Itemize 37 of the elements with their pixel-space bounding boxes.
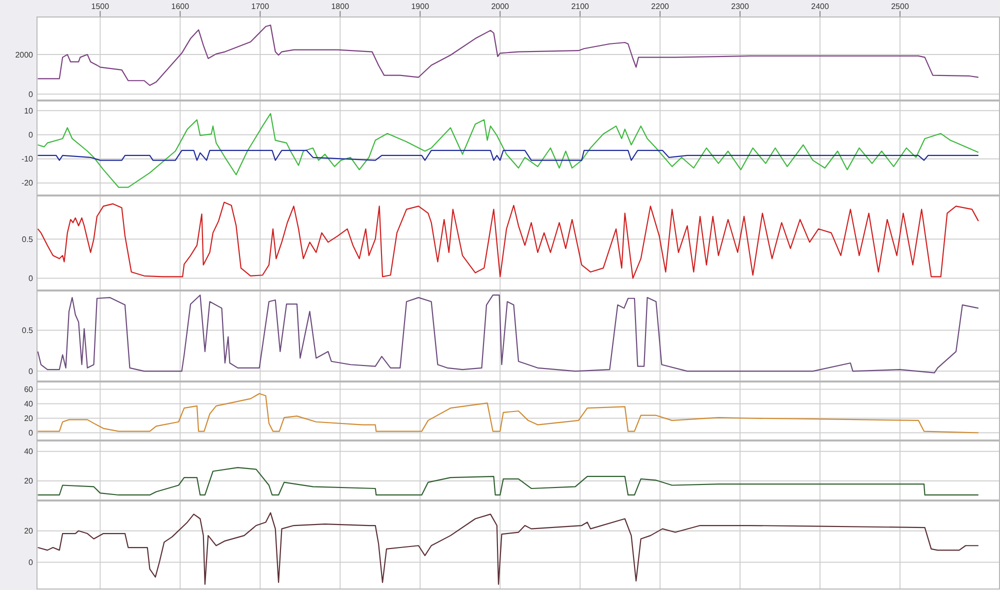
x-tick-label: 1800 (331, 2, 350, 11)
line-series (37, 512, 979, 585)
x-tick-label: 2000 (491, 2, 510, 11)
y-tick-label: 0 (28, 558, 34, 568)
x-tick-label: 2500 (891, 2, 910, 11)
y-tick-label: 20 (24, 476, 34, 486)
line-series (37, 294, 979, 374)
y-tick-label: 2000 (15, 50, 34, 60)
y-tick-label: 20 (24, 414, 34, 424)
y-tick-label: 0.5 (22, 234, 34, 244)
x-tick-label: 2400 (811, 2, 830, 11)
line-series (37, 393, 979, 434)
y-tick-label: 40 (24, 447, 34, 456)
x-tick-label: 1700 (251, 2, 270, 11)
y-tick-label: 20 (24, 526, 34, 536)
y-tick-label: 60 (24, 385, 34, 394)
y-tick-label: 0 (28, 90, 34, 99)
x-tick-label: 1900 (411, 2, 430, 11)
x-tick-label: 2300 (731, 2, 750, 11)
y-tick-label: -10 (21, 154, 34, 164)
x-tick-label: 2200 (651, 2, 670, 11)
y-tick-label: 10 (24, 106, 34, 116)
y-tick-label: 0 (28, 130, 34, 140)
line-series (37, 467, 979, 496)
x-tick-label: 1500 (91, 2, 110, 11)
y-tick-label: 0 (28, 428, 34, 438)
line-series (37, 202, 979, 279)
line-series (37, 112, 979, 188)
x-tick-label: 1600 (171, 2, 190, 11)
line-series (37, 150, 979, 161)
y-tick-label: 40 (24, 400, 34, 409)
x-tick-label: 2100 (571, 2, 590, 11)
line-series (37, 24, 979, 86)
y-tick-label: 0.5 (22, 326, 34, 336)
y-tick-label: -20 (21, 178, 34, 188)
y-tick-label: 0 (28, 366, 34, 376)
y-tick-label: 0 (28, 274, 34, 284)
